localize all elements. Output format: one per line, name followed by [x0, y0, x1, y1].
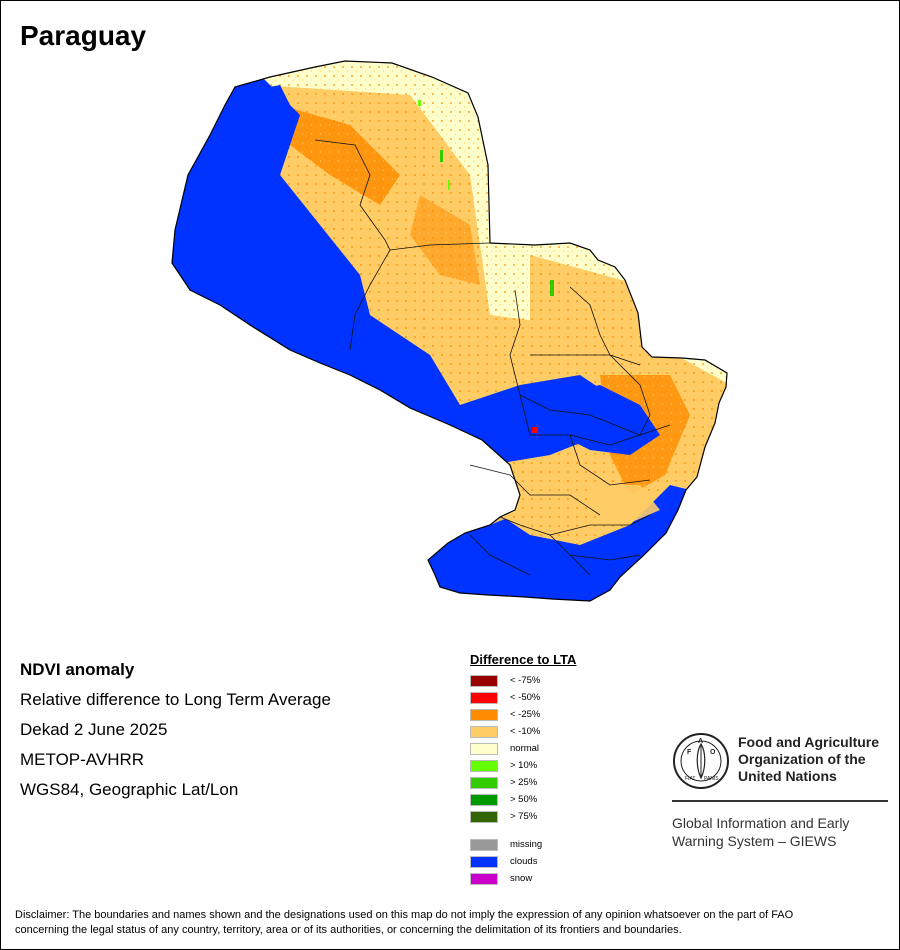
fao-divider: [672, 800, 888, 802]
legend-item-swatch: [470, 691, 498, 704]
legend-item-row: < -75%: [470, 672, 576, 689]
legend-item-row: normal: [470, 740, 576, 757]
legend-item-label: > 75%: [510, 811, 538, 822]
legend-extra-item-row: snow: [470, 870, 576, 887]
legend-item-swatch: [470, 725, 498, 738]
legend-extra-item-label: missing: [510, 839, 543, 850]
legend-item-swatch: [470, 810, 498, 823]
legend-extra-item-swatch: [470, 855, 498, 868]
legend-item-label: > 10%: [510, 760, 538, 771]
legend-item-label: > 25%: [510, 777, 538, 788]
info-heading: NDVI anomaly: [20, 660, 135, 679]
legend-item-row: < -25%: [470, 706, 576, 723]
info-description: Relative difference to Long Term Average: [20, 690, 331, 709]
giews-line1: Global Information and Early: [672, 815, 850, 831]
fao-name-line1: Food and Agriculture: [738, 734, 880, 750]
legend-item-row: > 10%: [470, 757, 576, 774]
info-period: Dekad 2 June 2025: [20, 720, 168, 739]
info-projection: WGS84, Geographic Lat/Lon: [20, 780, 239, 799]
legend-item-label: > 50%: [510, 794, 538, 805]
legend-title: Difference to LTA: [470, 652, 577, 667]
legend-item-swatch: [470, 776, 498, 789]
legend-extra: missing clouds snow: [470, 836, 576, 887]
fao-name-line2: Organization of the: [738, 751, 866, 767]
svg-text:PANIS: PANIS: [704, 776, 719, 782]
legend-item-row: > 75%: [470, 808, 576, 825]
svg-text:FIAT: FIAT: [685, 776, 695, 782]
svg-text:O: O: [710, 749, 716, 756]
fao-name: Food and Agriculture Organization of the…: [738, 734, 879, 785]
legend-item-swatch: [470, 674, 498, 687]
legend-item-swatch: [470, 708, 498, 721]
legend-extra-item-swatch: [470, 838, 498, 851]
map-legend: Difference to LTA < -75% < -50% < -25% < -1…: [470, 652, 576, 887]
legend-extra-item-row: clouds: [470, 853, 576, 870]
legend-extra-item-label: clouds: [510, 856, 538, 867]
disclaimer-line1: Disclaimer: The boundaries and names sho…: [15, 909, 794, 921]
ndvi-anomaly-map: [171, 60, 728, 602]
svg-text:F: F: [687, 749, 692, 756]
giews-line2: Warning System – GIEWS: [672, 833, 837, 849]
ndvi-raster: [172, 61, 727, 601]
legend-item-swatch: [470, 759, 498, 772]
legend-item-label: < -25%: [510, 709, 541, 720]
legend-items: < -75% < -50% < -25% < -10% normal > 10% > 25%…: [470, 672, 576, 825]
disclaimer-line2: concerning the legal status of any count…: [15, 924, 682, 936]
legend-item-label: normal: [510, 743, 540, 754]
legend-item-label: < -75%: [510, 675, 541, 686]
department-boundaries: [314, 139, 671, 576]
legend-extra-item-label: snow: [510, 873, 533, 884]
legend-item-row: > 25%: [470, 774, 576, 791]
fao-logo-icon: F A O FIAT PANIS: [673, 733, 729, 789]
fao-name-line3: United Nations: [738, 768, 837, 784]
legend-extra-item-row: missing: [470, 836, 576, 853]
legend-extra-item-swatch: [470, 872, 498, 885]
svg-text:A: A: [698, 738, 703, 745]
map-title: Paraguay: [20, 20, 147, 51]
country-border: [171, 60, 728, 602]
disclaimer: Disclaimer: The boundaries and names sho…: [15, 908, 885, 938]
legend-item-row: < -50%: [470, 689, 576, 706]
giews-name: Global Information and Early Warning Sys…: [672, 814, 849, 850]
legend-item-label: < -10%: [510, 726, 541, 737]
legend-item-swatch: [470, 742, 498, 755]
legend-item-label: < -50%: [510, 692, 541, 703]
legend-item-row: > 50%: [470, 791, 576, 808]
legend-item-row: < -10%: [470, 723, 576, 740]
legend-item-swatch: [470, 793, 498, 806]
info-sensor: METOP-AVHRR: [20, 750, 145, 769]
map-info: NDVI anomaly Relative difference to Long…: [20, 655, 331, 805]
